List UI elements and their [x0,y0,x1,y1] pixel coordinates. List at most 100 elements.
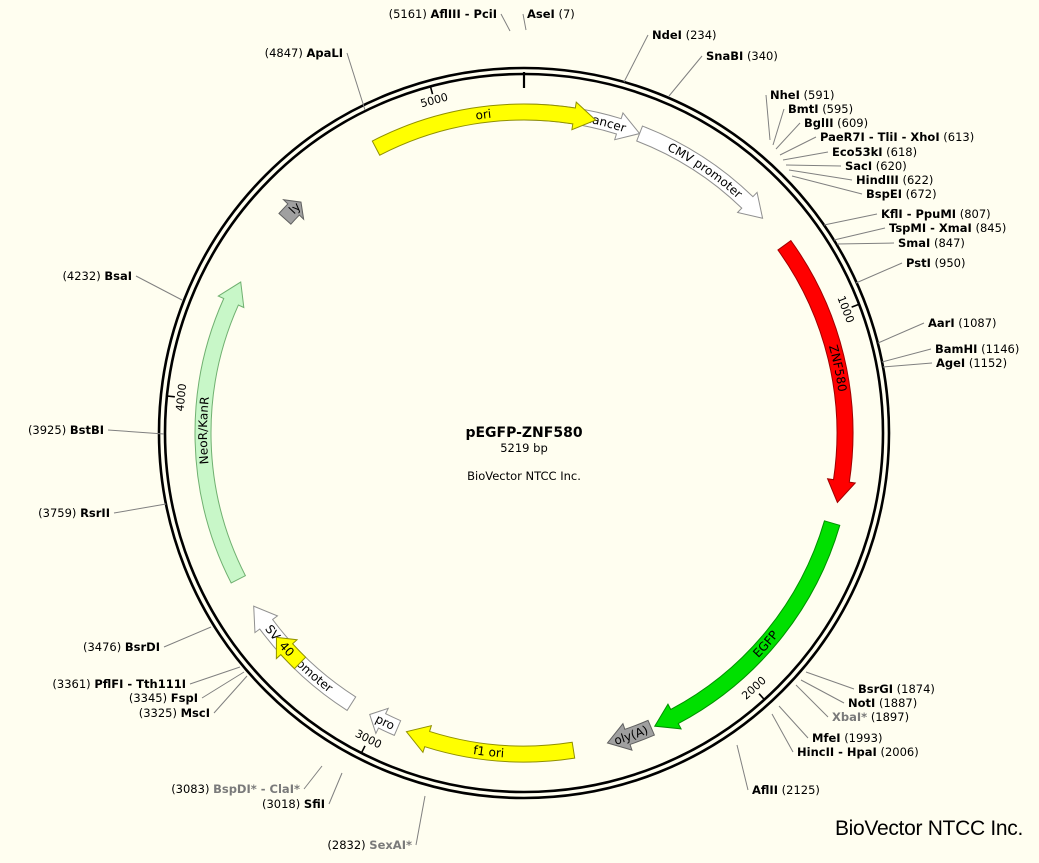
site-leader-line [623,34,649,83]
feature-cmv-promoter[interactable]: CMV promoter [636,125,764,219]
site-agei[interactable]: AgeI (1152) [882,356,1007,370]
site-label: AarI (1087) [928,316,997,330]
tick-mark-2000 [758,693,766,701]
map-center-label: pEGFP-ZNF580 5219 bp BioVector NTCC Inc. [465,425,582,483]
site-label: (3083) BspDI* - ClaI* [171,782,300,796]
site-bstbi[interactable]: (3925) BstBI [28,423,165,437]
site-leader-line [135,275,183,301]
site-label: BmtI (595) [788,102,853,116]
site-leader-line [771,713,794,753]
site-label: (5161) AflIII - PciI [389,7,497,21]
site-label: (3325) MscI [139,706,210,720]
tick-label-5000: 5000 [419,90,449,110]
site-kfli-ppumi[interactable]: KflI - PpuMI (807) [823,207,991,226]
site-leader-line [805,671,855,690]
site-bspdi-clai[interactable]: (3083) BspDI* - ClaI* [171,765,323,796]
site-xbai[interactable]: XbaI* (1897) [795,684,909,724]
site-label: HindIII (622) [856,173,933,187]
site-leader-line [765,94,771,141]
feature-arrow [369,707,402,737]
site-leader-line [189,666,241,685]
site-paer7i-tlii-xhoi[interactable]: PaeR7I - TliI - XhoI (613) [779,130,974,156]
tick-label-1000: 1000 [834,294,856,325]
site-bamhi[interactable]: BamHI (1146) [881,342,1019,363]
feature-sv40-ori[interactable]: SV40 ori [0,0,307,670]
site-label: BglII (609) [804,116,868,130]
feature-label: f1 ori [472,743,504,760]
site-bsai[interactable]: (4232) BsaI [62,269,183,301]
site-leader-line [107,429,165,435]
site-leader-line [201,671,245,699]
site-leader-line [775,122,801,150]
site-aflii[interactable]: AflII (2125) [736,744,820,797]
feature-arrow [275,636,307,670]
site-leader-line [800,679,845,704]
site-bmti[interactable]: BmtI (595) [772,102,853,146]
site-label: Eco53kI (618) [832,145,917,159]
site-label: (3345) FspI [129,691,198,705]
feature-arrow [194,281,247,584]
site-label: AgeI (1152) [936,356,1007,370]
tick-label-3000: 3000 [353,727,384,751]
tick-mark-1000 [851,303,860,308]
site-ndei[interactable]: NdeI (234) [623,28,717,83]
site-leader-line [785,164,842,167]
site-psti[interactable]: PstI (950) [855,256,965,284]
site-sexai[interactable]: (2832) SexAI* [327,795,426,852]
feature-ori[interactable]: ori [371,101,597,156]
site-tspmi-xmai[interactable]: TspMI - XmaI (845) [833,221,1006,241]
site-label: BamHI (1146) [935,342,1019,356]
site-label: (3759) RsrII [38,506,110,520]
feature-arrow [606,719,656,751]
feature-label: SV40 ori [0,0,300,662]
site-bglii[interactable]: BglII (609) [775,116,868,150]
site-label: NdeI (234) [652,28,717,42]
site-afliii-pcii[interactable]: (5161) AflIII - PciI [389,7,511,32]
site-label: SnaBI (340) [706,49,778,63]
site-smai[interactable]: SmaI (847) [836,236,965,250]
site-asei[interactable]: AseI (7) [522,7,575,31]
site-eco53ki[interactable]: Eco53kI (618) [782,145,917,161]
site-leader-line [303,765,323,790]
feature-ampr-promoter[interactable]: AmpR promoter [0,0,402,737]
site-leader-line [163,626,212,648]
site-hincii-hpai[interactable]: HincII - HpaI (2006) [771,713,919,759]
site-msci[interactable]: (3325) MscI [139,675,248,720]
feature-znf580[interactable]: ZNF580 [777,239,857,504]
site-snabi[interactable]: SnaBI (340) [668,49,778,97]
site-leader-line [877,322,925,344]
site-fspi[interactable]: (3345) FspI [129,671,245,705]
site-label: XbaI* (1897) [832,710,909,724]
site-label: MfeI (1993) [812,731,882,745]
site-leader-line [778,705,809,739]
feature-label: NeoR/KanR [196,396,212,465]
site-leader-line [668,55,703,97]
site-label: (3018) SfiI [262,797,325,811]
feature-arrow [405,725,576,763]
feature-f1-ori[interactable]: f1 ori [405,725,576,763]
backbone-circle [157,66,891,800]
tick-label-4000: 4000 [173,383,189,412]
site-bsrgi[interactable]: BsrGI (1874) [805,671,935,696]
site-aari[interactable]: AarI (1087) [877,316,997,344]
site-nhei[interactable]: NheI (591) [765,88,834,141]
site-hindiii[interactable]: HindIII (622) [788,169,933,187]
brand-footer: BioVector NTCC Inc. [834,817,1023,840]
site-label: SacI (620) [845,159,907,173]
site-label: (4232) BsaI [62,269,132,283]
site-rsrii[interactable]: (3759) RsrII [38,503,167,520]
site-bspei[interactable]: BspEI (672) [791,175,937,201]
plasmid-name: pEGFP-ZNF580 [465,425,582,441]
site-noti[interactable]: NotI (1887) [800,679,917,710]
feature-neor-kanr[interactable]: NeoR/KanR [194,281,247,584]
site-pflfi-tth111i[interactable]: (3361) PflFI - Tth111I [52,666,241,691]
site-sfii[interactable]: (3018) SfiI [262,772,343,811]
site-label: PaeR7I - TliI - XhoI (613) [820,130,974,144]
site-mfei[interactable]: MfeI (1993) [778,705,882,745]
site-saci[interactable]: SacI (620) [785,159,907,173]
site-bsrdi[interactable]: (3476) BsrDI [83,626,212,654]
site-leader-line [213,675,248,714]
site-apali[interactable]: (4847) ApaLI [265,46,366,111]
